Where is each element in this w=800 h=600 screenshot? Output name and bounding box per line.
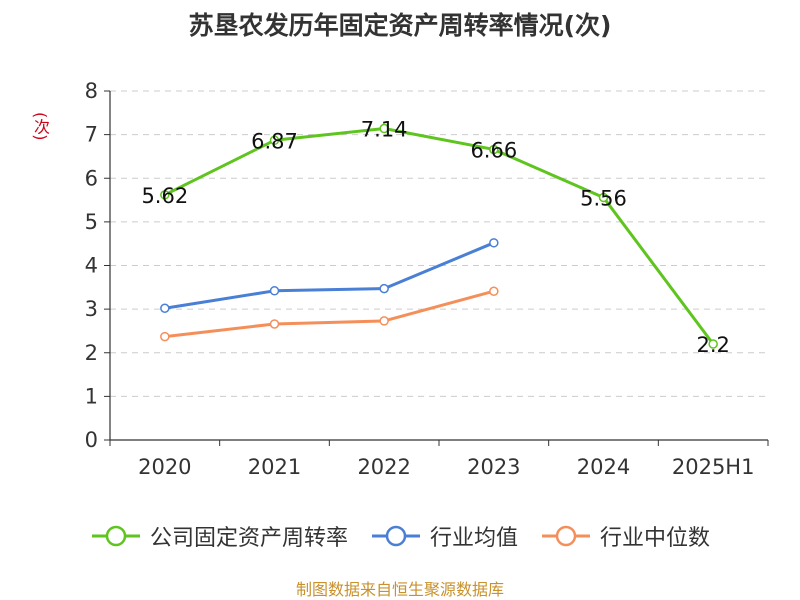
data-label: 5.56: [580, 186, 627, 210]
data-point: [379, 123, 389, 134]
data-point: [269, 319, 280, 329]
y-tick-label: 6: [85, 166, 98, 190]
data-point: [160, 303, 170, 314]
x-tick-label: 2024: [577, 455, 630, 479]
x-tick-label: 2020: [138, 455, 191, 479]
legend-line-marker-icon: [371, 525, 420, 547]
series-line: [163, 127, 715, 346]
data-label: 5.62: [141, 184, 188, 208]
data-point: [489, 238, 499, 248]
data-label: 6.87: [251, 129, 298, 153]
x-tick-label: 2021: [248, 455, 301, 479]
legend-label: 行业中位数: [600, 526, 711, 551]
data-point: [708, 339, 718, 349]
y-axis-unit-label: (次): [31, 112, 50, 141]
y-tick-label: 2: [85, 341, 98, 365]
legend-item[interactable]: 公司固定资产周转率: [90, 520, 348, 552]
data-point: [160, 190, 170, 200]
y-tick-label: 1: [85, 384, 98, 408]
legend-line-marker-icon: [542, 525, 590, 547]
series-line: [163, 289, 496, 339]
data-point: [379, 283, 389, 294]
data-point: [489, 144, 499, 155]
x-tick-label: 2022: [357, 455, 410, 479]
legend: 公司固定资产周转率 行业均值 行业中位数: [0, 520, 800, 552]
y-tick-label: 5: [85, 210, 98, 234]
data-label: 7.14: [361, 118, 408, 142]
data-label: 6.66: [470, 138, 517, 162]
legend-item[interactable]: 行业中位数: [540, 520, 710, 552]
series-line: [163, 241, 496, 310]
y-tick-label: 0: [85, 428, 98, 452]
data-point: [379, 316, 389, 326]
legend-line-marker-icon: [91, 525, 140, 547]
data-point: [489, 286, 499, 296]
data-point: [269, 286, 280, 296]
data-point: [598, 192, 609, 203]
data-point: [160, 331, 170, 342]
data-point: [269, 135, 280, 146]
legend-item[interactable]: 行业均值: [370, 520, 518, 552]
x-tick-label: 2023: [467, 455, 520, 479]
legend-label: 行业均值: [429, 526, 518, 551]
source-note: 制图数据来自恒生聚源数据库: [295, 580, 504, 599]
y-tick-label: 4: [85, 254, 98, 278]
y-tick-label: 8: [85, 79, 98, 103]
data-label: 2.2: [696, 333, 729, 357]
y-tick-label: 3: [85, 297, 98, 321]
y-tick-label: 7: [85, 123, 98, 147]
chart-title: 苏垦农发历年固定资产周转率情况(次): [188, 11, 612, 40]
legend-label: 公司固定资产周转率: [149, 526, 348, 551]
x-tick-label: 2025H1: [672, 455, 755, 479]
